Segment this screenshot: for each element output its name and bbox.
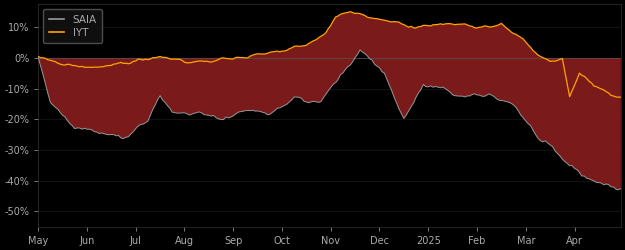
Legend: SAIA, IYT: SAIA, IYT (43, 9, 102, 43)
